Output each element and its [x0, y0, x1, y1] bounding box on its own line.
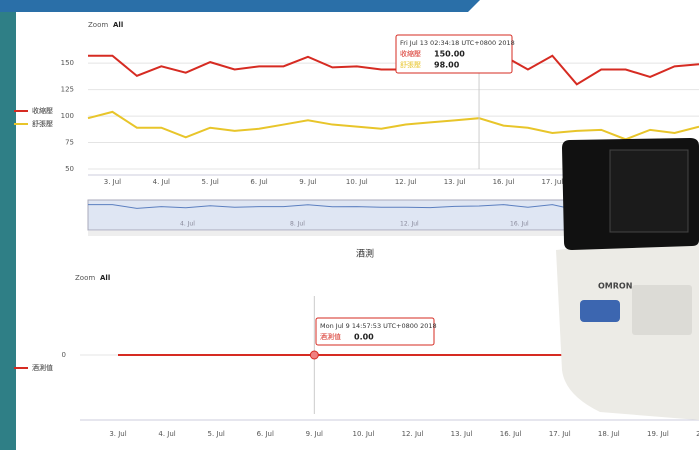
top-banner: [0, 0, 480, 12]
x-tick-label: 13. Jul: [444, 178, 466, 186]
device-button: [580, 300, 620, 322]
x-tick-label: 16. Jul: [500, 430, 522, 438]
device-brand: OMRON: [598, 282, 632, 291]
x-tick-label: 6. Jul: [250, 178, 267, 186]
x-tick-label: 12. Jul: [402, 430, 424, 438]
x-tick-label: 17. Jul: [541, 178, 563, 186]
legend-label: 舒張壓: [32, 119, 53, 128]
x-tick-label: 9. Jul: [299, 178, 316, 186]
x-tick-label: 6. Jul: [257, 430, 274, 438]
x-tick-label: 3. Jul: [109, 430, 126, 438]
tooltip-series: 舒張壓: [400, 60, 421, 69]
x-tick-label: 12. Jul: [395, 178, 417, 186]
navigator-label: 8. Jul: [290, 221, 305, 228]
x-tick-label: 16. Jul: [493, 178, 515, 186]
tooltip-series: 收縮壓: [400, 49, 421, 58]
hover-point: [310, 351, 318, 359]
x-tick-label: 4. Jul: [158, 430, 175, 438]
x-tick-label: 10. Jul: [346, 178, 368, 186]
x-tick-label: 4. Jul: [153, 178, 170, 186]
navigator-label: 16. Jul: [510, 221, 529, 228]
navigator-label: 12. Jul: [400, 221, 419, 228]
y-tick-label: 0: [62, 351, 66, 359]
x-tick-label: 5. Jul: [202, 178, 219, 186]
legend-label: 收縮壓: [32, 106, 53, 115]
tooltip-value: 0.00: [354, 333, 374, 342]
tooltip-title: Mon Jul 9 14:57:53 UTC+0800 2018: [320, 322, 437, 330]
x-tick-label: 9. Jul: [306, 430, 323, 438]
tooltip-value: 98.00: [434, 61, 460, 70]
y-tick-label: 125: [61, 86, 74, 94]
legend-label: 酒測值: [32, 363, 53, 372]
chart-title: 酒測: [356, 248, 374, 260]
x-tick-label: 13. Jul: [451, 430, 473, 438]
y-tick-label: 100: [61, 112, 74, 120]
x-tick-label: 19. Jul: [647, 430, 669, 438]
zoom-label: Zoom: [88, 21, 108, 29]
zoom-label: Zoom: [75, 274, 95, 282]
screenshot: Zoom All 50 75 100 125 150 3. Jul 4. Jul 5. Jul 6.…: [0, 0, 699, 450]
screen-panel: [610, 150, 688, 232]
y-tick-label: 150: [61, 59, 74, 67]
y-tick-label: 50: [65, 165, 74, 173]
x-tick-label: 17. Jul: [549, 430, 571, 438]
x-tick-label: 3. Jul: [104, 178, 121, 186]
x-tick-label: 10. Jul: [353, 430, 375, 438]
tooltip-value: 150.00: [434, 50, 465, 59]
x-tick-label: 5. Jul: [207, 430, 224, 438]
tooltip-series: 酒測值: [320, 332, 341, 341]
zoom-all-button[interactable]: All: [100, 274, 110, 282]
navigator-label: 4. Jul: [180, 221, 195, 228]
y-tick-label: 75: [65, 139, 74, 147]
x-tick-label: 18. Jul: [598, 430, 620, 438]
tooltip-title: Fri Jul 13 02:34:18 UTC+0800 2018: [400, 39, 515, 47]
zoom-all-button[interactable]: All: [113, 21, 123, 29]
device-printer: [632, 285, 692, 335]
device-photo: OMRON: [556, 138, 699, 420]
side-strip: [0, 0, 16, 450]
